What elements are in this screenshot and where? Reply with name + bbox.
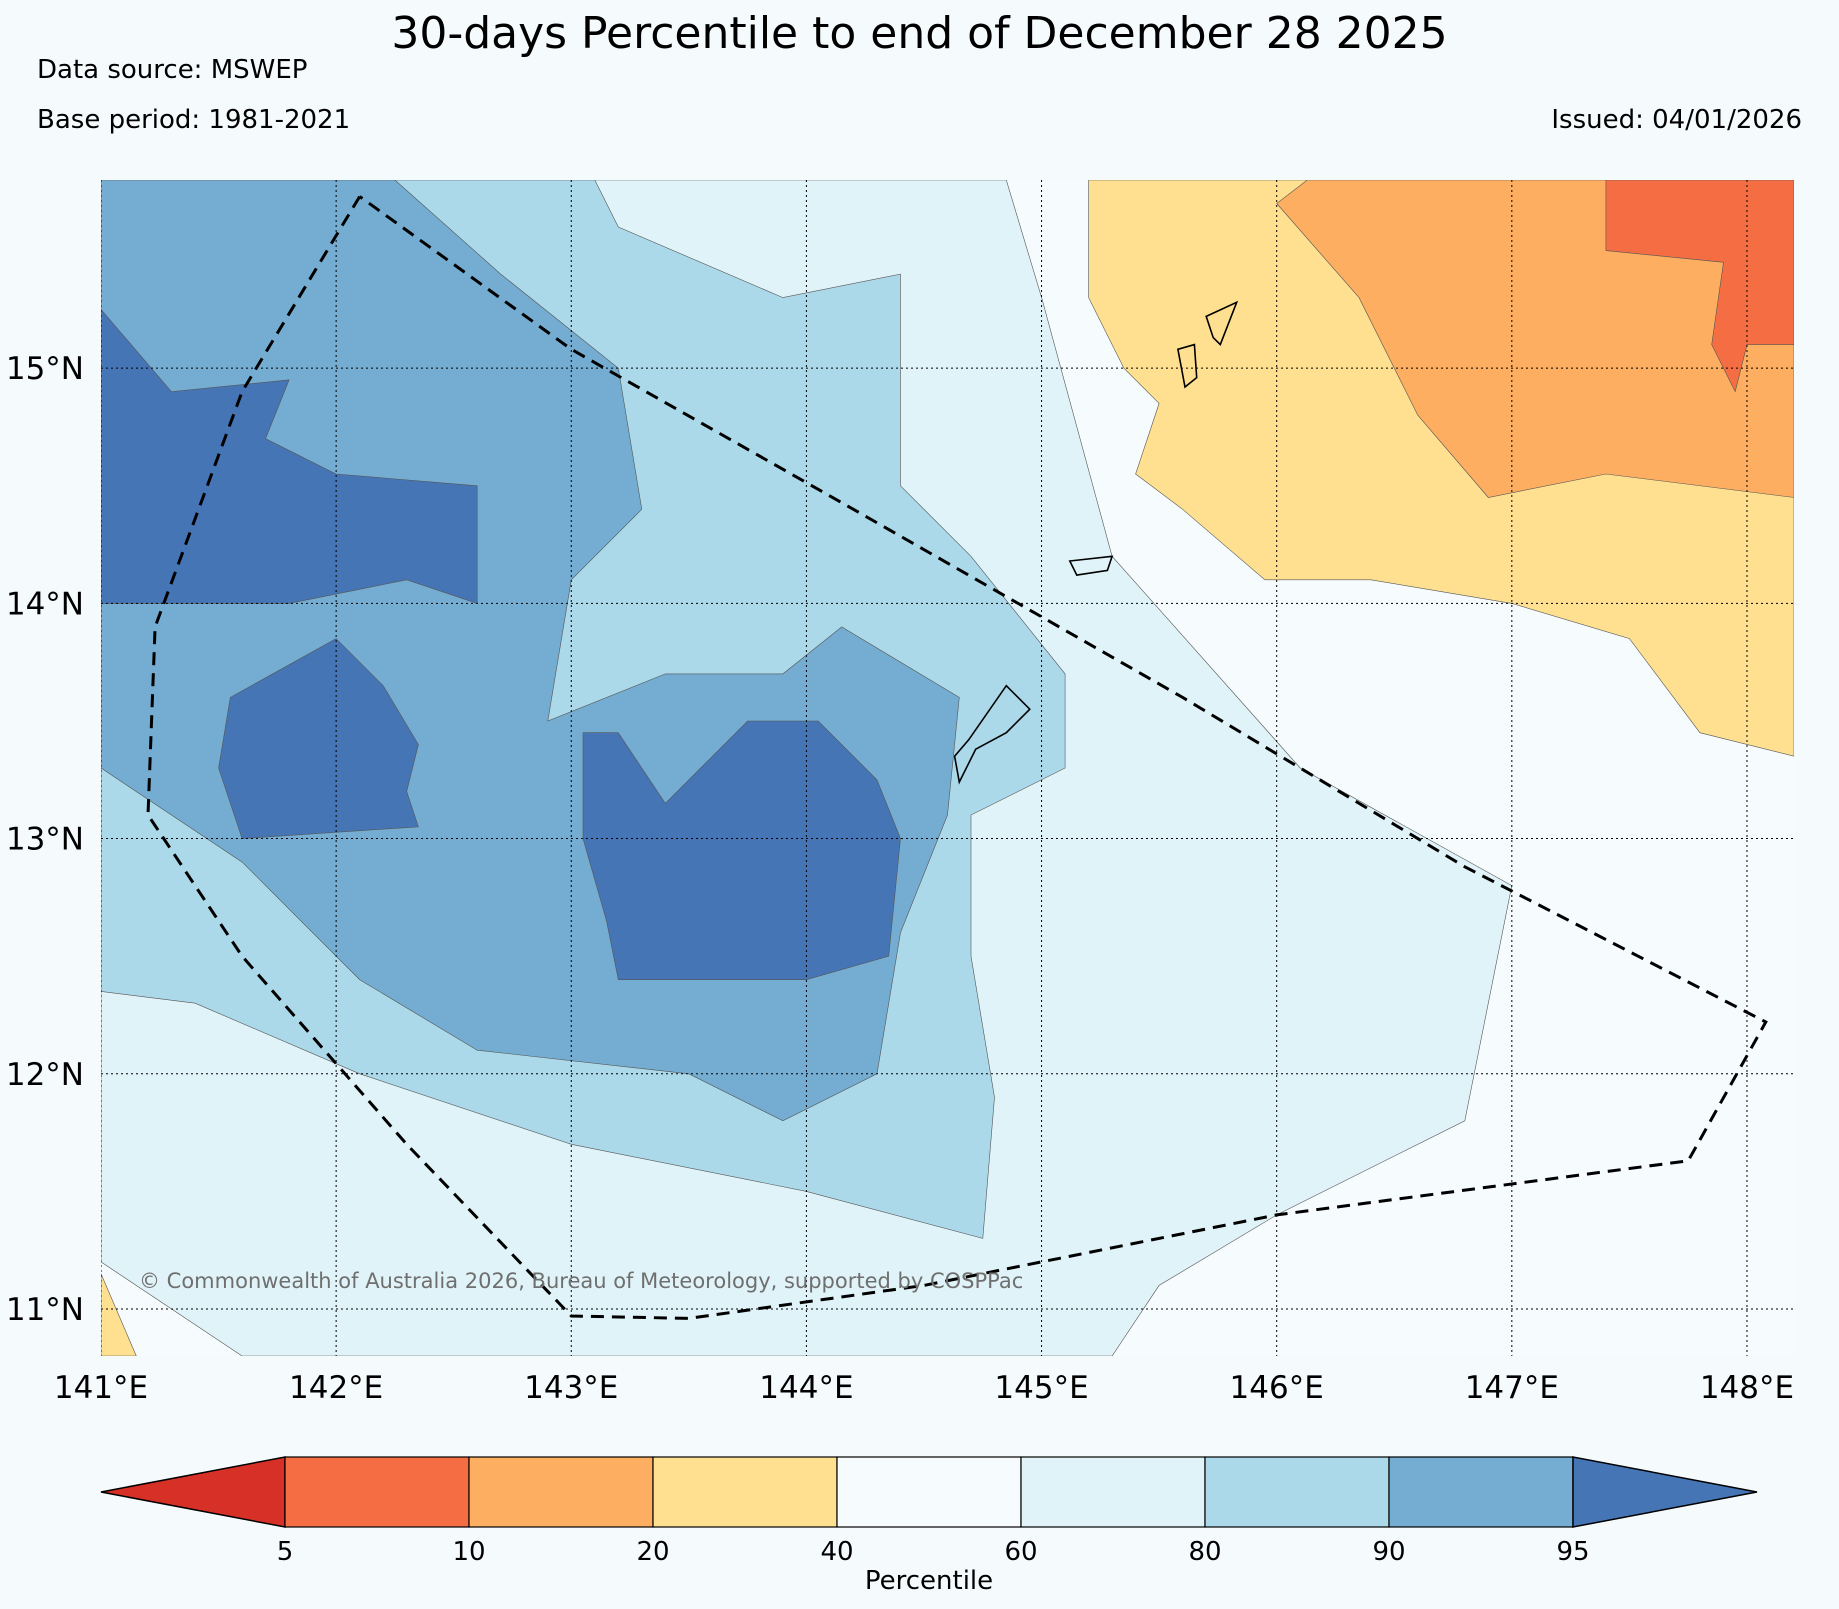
colorbar-tick-label: 90 (1372, 1537, 1405, 1567)
colorbar-extend-high (1572, 1456, 1758, 1528)
lat-tick-label: 14°N (6, 586, 84, 622)
island-outlines (953, 300, 1239, 785)
lat-tick-label: 15°N (6, 351, 84, 387)
lat-tick-label: 12°N (6, 1057, 84, 1093)
colorbar-swatch-60-80 (1020, 1456, 1206, 1528)
gridlines (101, 180, 1794, 1356)
eez-boundary-line (146, 195, 1768, 1320)
lon-tick-label: 143°E (524, 1370, 618, 1406)
colorbar-tick-label: 20 (636, 1537, 669, 1567)
data-source-label: Data source: MSWEP (37, 55, 308, 85)
island-guam (953, 684, 1031, 785)
colorbar-tick-label: 60 (1004, 1537, 1037, 1567)
lon-tick-label: 147°E (1465, 1370, 1559, 1406)
colorbar-extend-low (100, 1456, 286, 1528)
lon-tick-label: 145°E (994, 1370, 1088, 1406)
percentile-region-5-10-8 (1605, 180, 1794, 393)
colorbar-tick-label: 5 (277, 1537, 294, 1567)
colorbar-tick-label: 80 (1188, 1537, 1221, 1567)
colorbar-swatch-20-40 (652, 1456, 838, 1528)
colorbar-tick-label: 10 (452, 1537, 485, 1567)
lon-tick-label: 144°E (759, 1370, 853, 1406)
colorbar-swatch-80-90 (1204, 1456, 1390, 1528)
colorbar-swatch-40-60 (836, 1456, 1022, 1528)
colorbar-swatch-90-95 (1388, 1456, 1574, 1528)
island-rota (1068, 555, 1114, 576)
colorbar-swatch-10-20 (468, 1456, 654, 1528)
lat-tick-label: 11°N (6, 1292, 84, 1328)
colorbar-tick-label: 40 (820, 1537, 853, 1567)
lon-tick-label: 142°E (289, 1370, 383, 1406)
lon-tick-label: 148°E (1700, 1370, 1794, 1406)
chart-title: 30-days Percentile to end of December 28… (391, 8, 1448, 59)
percentile-region-above_95-5 (582, 720, 901, 981)
lon-tick-label: 141°E (54, 1370, 148, 1406)
lon-tick-label: 146°E (1230, 1370, 1324, 1406)
lat-tick-label: 13°N (6, 822, 84, 858)
percentile-fill-layer (101, 180, 1794, 1356)
axis-tick-labels: 141°E 142°E 143°E 144°E 145°E 146°E 147°E 148°E… (6, 351, 1794, 1406)
issued-date-label: Issued: 04/01/2026 (1551, 105, 1802, 135)
base-period-label: Base period: 1981-2021 (37, 105, 351, 135)
percentile-region-above_95-4 (218, 638, 419, 839)
colorbar-tick-label: 95 (1556, 1537, 1589, 1567)
island-saipan (1205, 300, 1239, 347)
percentile-region-10-20-7 (1276, 180, 1794, 498)
colorbar-legend: 5 10 20 40 60 80 90 95 (100, 1456, 1758, 1567)
island-tinian (1176, 343, 1198, 389)
colorbar-swatch-5-10 (284, 1456, 470, 1528)
copyright-credit: © Commonwealth of Australia 2026, Bureau… (139, 1269, 1023, 1293)
percentile-region-20-40-9 (101, 1273, 137, 1356)
colorbar-title: Percentile (865, 1566, 993, 1596)
